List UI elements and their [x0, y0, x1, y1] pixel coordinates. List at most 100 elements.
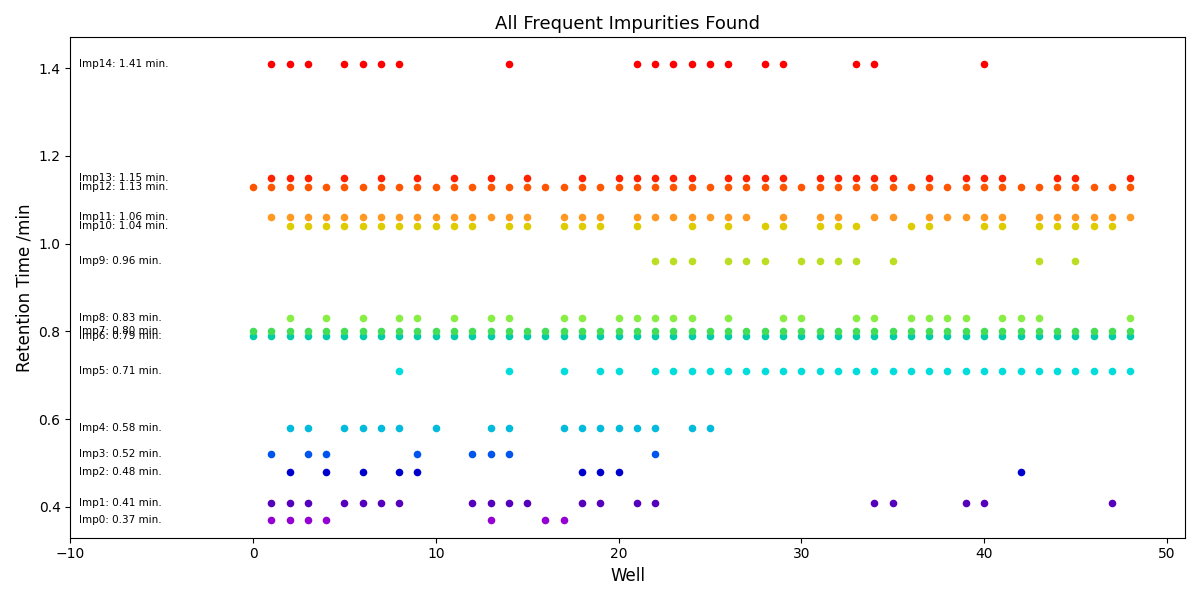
Point	[517, 182, 536, 191]
Point	[444, 182, 463, 191]
Point	[737, 256, 756, 266]
Point	[262, 498, 281, 508]
Point	[1010, 467, 1030, 476]
Point	[773, 221, 792, 231]
Point	[792, 313, 811, 323]
Point	[244, 182, 263, 191]
Point	[426, 212, 445, 222]
Point	[773, 212, 792, 222]
Point	[590, 182, 610, 191]
Point	[608, 173, 628, 182]
Point	[499, 59, 518, 68]
Point	[1103, 182, 1122, 191]
Point	[792, 366, 811, 376]
Point	[865, 173, 884, 182]
Point	[682, 326, 701, 336]
Point	[901, 331, 920, 341]
Point	[390, 182, 409, 191]
Point	[335, 498, 354, 508]
Point	[1048, 366, 1067, 376]
Point	[408, 182, 427, 191]
Point	[773, 326, 792, 336]
Point	[1010, 326, 1030, 336]
Point	[444, 173, 463, 182]
Point	[335, 212, 354, 222]
Point	[646, 326, 665, 336]
Point	[536, 326, 556, 336]
Point	[1030, 331, 1049, 341]
Point	[1066, 366, 1085, 376]
Point	[299, 173, 318, 182]
Point	[719, 182, 738, 191]
Point	[956, 498, 976, 508]
Point	[408, 449, 427, 459]
Point	[1103, 331, 1122, 341]
Point	[262, 182, 281, 191]
Point	[974, 366, 994, 376]
Point	[1121, 331, 1140, 341]
Point	[317, 313, 336, 323]
Point	[956, 366, 976, 376]
Point	[883, 212, 902, 222]
Point	[463, 449, 482, 459]
Point	[499, 423, 518, 433]
Point	[608, 331, 628, 341]
Point	[646, 498, 665, 508]
Point	[646, 423, 665, 433]
Point	[554, 515, 574, 525]
Point	[755, 256, 774, 266]
Point	[883, 498, 902, 508]
Point	[1066, 221, 1085, 231]
Point	[1121, 182, 1140, 191]
Point	[1010, 313, 1030, 323]
Point	[701, 366, 720, 376]
Point	[280, 515, 299, 525]
Point	[335, 423, 354, 433]
Point	[682, 331, 701, 341]
Point	[280, 331, 299, 341]
Point	[1103, 212, 1122, 222]
Point	[299, 449, 318, 459]
Point	[737, 173, 756, 182]
Point	[956, 182, 976, 191]
Point	[353, 423, 372, 433]
Point	[646, 212, 665, 222]
Point	[828, 331, 847, 341]
Point	[390, 221, 409, 231]
Point	[481, 313, 500, 323]
Point	[992, 221, 1012, 231]
Point	[590, 326, 610, 336]
Text: Imp2: 0.48 min.: Imp2: 0.48 min.	[79, 467, 162, 477]
Point	[590, 212, 610, 222]
Point	[408, 212, 427, 222]
Point	[755, 182, 774, 191]
Point	[371, 182, 390, 191]
Text: Imp12: 1.13 min.: Imp12: 1.13 min.	[79, 182, 169, 191]
Point	[1084, 326, 1103, 336]
Point	[974, 59, 994, 68]
Point	[974, 221, 994, 231]
Point	[481, 212, 500, 222]
Point	[737, 326, 756, 336]
Point	[919, 182, 938, 191]
Point	[846, 313, 865, 323]
Point	[463, 498, 482, 508]
Point	[737, 366, 756, 376]
Text: Imp0: 0.37 min.: Imp0: 0.37 min.	[79, 515, 162, 525]
Point	[499, 449, 518, 459]
Point	[481, 423, 500, 433]
Point	[572, 423, 592, 433]
Point	[938, 313, 958, 323]
Point	[974, 182, 994, 191]
Point	[463, 221, 482, 231]
Point	[280, 173, 299, 182]
Point	[572, 331, 592, 341]
Point	[883, 331, 902, 341]
Point	[280, 59, 299, 68]
Point	[828, 256, 847, 266]
Point	[280, 498, 299, 508]
Point	[536, 182, 556, 191]
Point	[682, 256, 701, 266]
Point	[664, 59, 683, 68]
Point	[1030, 221, 1049, 231]
